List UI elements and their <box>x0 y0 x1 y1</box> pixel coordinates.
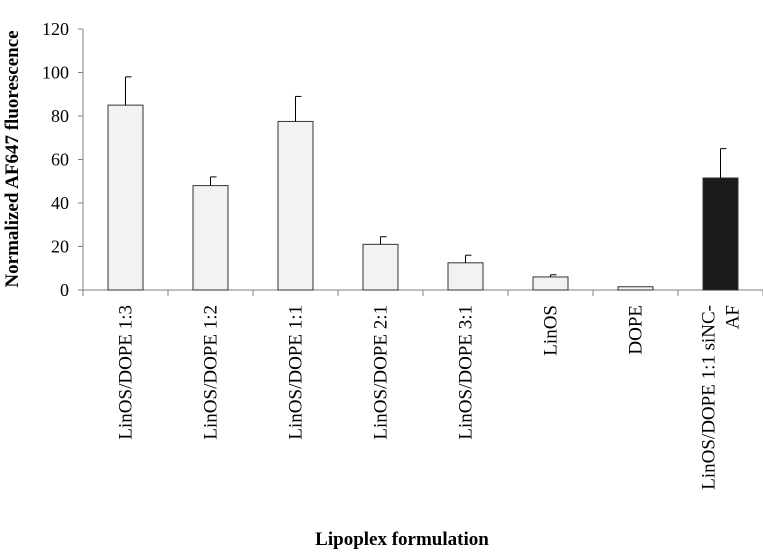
y-axis-title: Normalized AF647 fluorescence <box>2 30 23 287</box>
y-axis-title-group: Normalized AF647 fluorescence <box>2 30 23 287</box>
x-category-label: AF <box>723 305 744 329</box>
y-tick-label: 20 <box>51 237 69 257</box>
x-category-label: LinOS/DOPE 1:1 <box>286 305 307 440</box>
x-category-label: DOPE <box>626 305 647 355</box>
x-category-label: LinOS/DOPE 1:1 siNC- <box>699 305 720 490</box>
x-category-label: LinOS/DOPE 1:3 <box>116 305 137 440</box>
x-axis-title: Lipoplex formulation <box>315 529 489 550</box>
bar <box>447 262 484 291</box>
y-tick-label: 40 <box>51 193 69 213</box>
y-tick-label: 120 <box>42 19 69 39</box>
plot-area: 0 20 40 60 80 100 120 LinOS/DOPE 1:3 LinOS/DOPE … <box>42 19 763 490</box>
bar <box>362 243 399 291</box>
x-category-label: LinOS/DOPE 1:2 <box>201 305 222 440</box>
y-tick-label: 80 <box>51 106 69 126</box>
bar <box>532 276 569 291</box>
bar <box>702 177 739 291</box>
bar <box>277 120 314 291</box>
bar <box>107 104 144 291</box>
x-category-label: LinOS <box>541 305 562 356</box>
y-tick-label: 100 <box>42 63 69 83</box>
x-category-label: LinOS/DOPE 2:1 <box>371 305 392 440</box>
y-tick-label: 60 <box>51 150 69 170</box>
bar <box>192 185 229 291</box>
bar <box>617 286 654 291</box>
y-tick-label: 0 <box>60 280 69 300</box>
x-category-label: LinOS/DOPE 3:1 <box>456 305 477 440</box>
